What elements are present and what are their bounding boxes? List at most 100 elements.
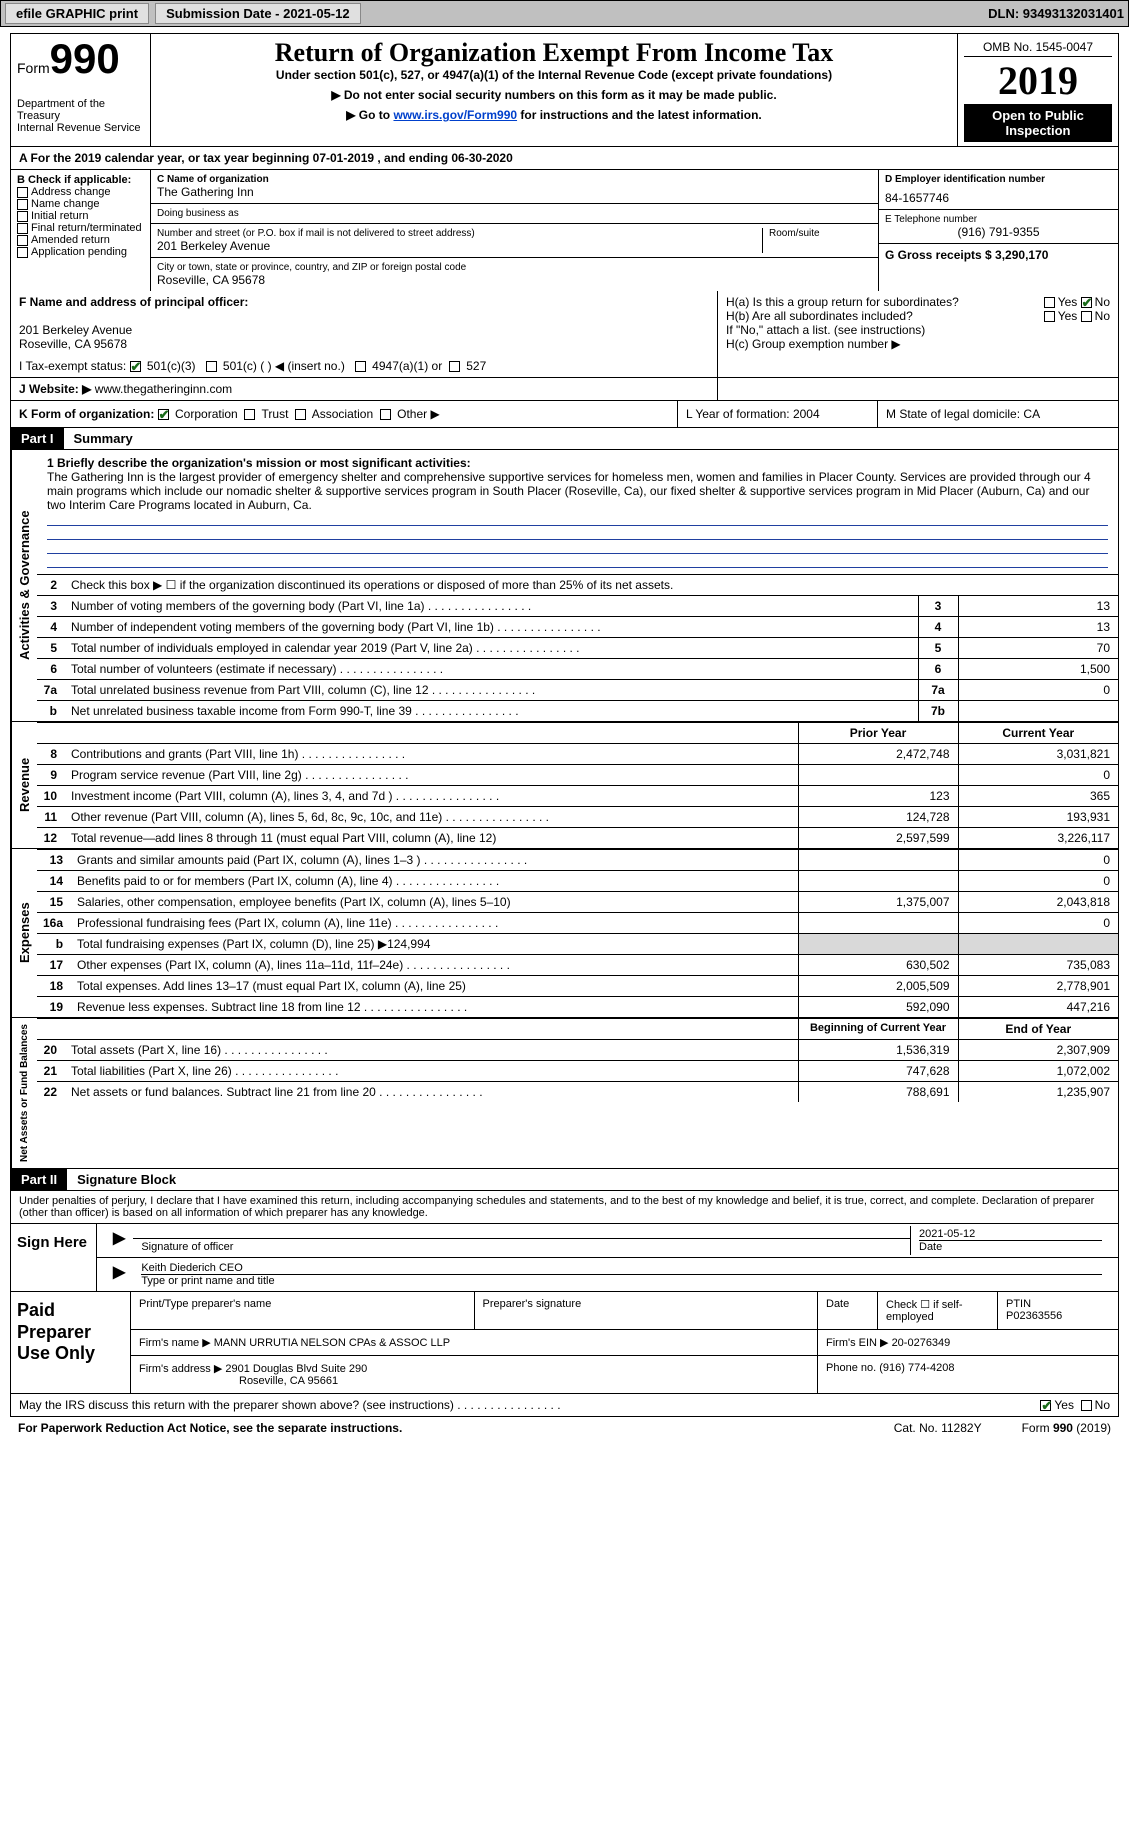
chk-501c3[interactable] (130, 361, 141, 372)
chk-hb-no[interactable] (1081, 311, 1092, 322)
mission-text: The Gathering Inn is the largest provide… (47, 470, 1108, 512)
table-row: 14Benefits paid to or for members (Part … (37, 871, 1118, 892)
city-value: Roseville, CA 95678 (157, 273, 872, 287)
section-revenue: Revenue Prior YearCurrent Year 8Contribu… (10, 722, 1119, 849)
chk-app-pending[interactable] (17, 247, 28, 258)
chk-amended[interactable] (17, 235, 28, 246)
tel-label: E Telephone number (885, 214, 1112, 225)
efile-print-button[interactable]: efile GRAPHIC print (5, 3, 149, 24)
table-row: 16aProfessional fundraising fees (Part I… (37, 913, 1118, 934)
lbl-discuss-yes: Yes (1054, 1398, 1074, 1412)
lbl-527: 527 (466, 359, 486, 373)
city-label: City or town, state or province, country… (157, 262, 872, 273)
paid-preparer-block: Paid Preparer Use Only Print/Type prepar… (11, 1291, 1118, 1393)
chk-527[interactable] (449, 361, 460, 372)
goto-prefix: ▶ Go to (346, 108, 393, 122)
part-2-header: Part II Signature Block (10, 1169, 1119, 1191)
firm-addr2: Roseville, CA 95661 (139, 1375, 809, 1387)
side-net: Net Assets or Fund Balances (11, 1018, 37, 1168)
lbl-4947: 4947(a)(1) or (372, 359, 442, 373)
chk-4947[interactable] (355, 361, 366, 372)
chk-name-change[interactable] (17, 199, 28, 210)
chk-501c[interactable] (206, 361, 217, 372)
box-f-label: F Name and address of principal officer: (19, 295, 248, 309)
form-subtitle-3: ▶ Go to www.irs.gov/Form990 for instruct… (159, 108, 949, 122)
chk-ha-no[interactable] (1081, 297, 1092, 308)
officer-addr1: 201 Berkeley Avenue (19, 323, 709, 337)
hb-label: H(b) Are all subordinates included? (726, 309, 1044, 323)
chk-discuss-no[interactable] (1081, 1400, 1092, 1411)
sig-intro: Under penalties of perjury, I declare th… (11, 1191, 1118, 1223)
chk-ha-yes[interactable] (1044, 297, 1055, 308)
sig-officer-line: Signature of officer (133, 1238, 910, 1255)
sign-here-label: Sign Here (11, 1224, 97, 1291)
table-row: 20Total assets (Part X, line 16)1,536,31… (37, 1040, 1118, 1061)
table-row: 19Revenue less expenses. Subtract line 1… (37, 997, 1118, 1018)
discuss-row: May the IRS discuss this return with the… (11, 1393, 1118, 1416)
gross-receipts: G Gross receipts $ 3,290,170 (885, 248, 1112, 262)
footer-left: For Paperwork Reduction Act Notice, see … (18, 1421, 402, 1435)
officer-addr2: Roseville, CA 95678 (19, 337, 709, 351)
footer-right: Form 990 (2019) (1022, 1421, 1111, 1435)
tel-value: (916) 791-9355 (885, 225, 1112, 239)
irs-link[interactable]: www.irs.gov/Form990 (393, 108, 517, 122)
section-expenses: Expenses 13Grants and similar amounts pa… (10, 849, 1119, 1018)
section-f-h: F Name and address of principal officer:… (10, 291, 1119, 355)
website-value: www.thegatheringinn.com (95, 382, 232, 396)
table-row: 6Total number of volunteers (estimate if… (37, 659, 1118, 680)
exp-table: 13Grants and similar amounts paid (Part … (37, 849, 1118, 1017)
row-j: J Website: ▶ www.thegatheringinn.com (10, 378, 1119, 401)
firm-phone-value: (916) 774-4208 (879, 1362, 954, 1374)
table-row: bNet unrelated business taxable income f… (37, 701, 1118, 722)
section-net-assets: Net Assets or Fund Balances Beginning of… (10, 1018, 1119, 1169)
prep-sig-label: Preparer's signature (475, 1292, 819, 1329)
part-2-tag: Part II (11, 1169, 67, 1190)
rule-line (47, 540, 1108, 554)
lbl-trust: Trust (262, 407, 289, 421)
officer-name-label: Type or print name and title (141, 1274, 1102, 1287)
rule-line (47, 526, 1108, 540)
firm-addr-label: Firm's address ▶ (139, 1363, 222, 1375)
section-b-c-d: B Check if applicable: Address change Na… (10, 170, 1119, 291)
chk-initial-return[interactable] (17, 211, 28, 222)
chk-final-return[interactable] (17, 223, 28, 234)
chk-discuss-yes[interactable] (1040, 1400, 1051, 1411)
line-a: A For the 2019 calendar year, or tax yea… (10, 147, 1119, 170)
row-i: I Tax-exempt status: 501(c)(3) 501(c) ( … (10, 355, 1119, 378)
prep-selfemp-label: Check ☐ if self-employed (878, 1292, 998, 1329)
lbl-501c: 501(c) ( ) ◀ (insert no.) (223, 359, 345, 373)
paid-preparer-label: Paid Preparer Use Only (11, 1292, 131, 1393)
box-h: H(a) Is this a group return for subordin… (718, 291, 1118, 355)
officer-name: Keith Diederich CEO (141, 1262, 1102, 1274)
firm-ein-value: 20-0276349 (892, 1337, 951, 1349)
page-footer: For Paperwork Reduction Act Notice, see … (10, 1417, 1119, 1439)
chk-address-change[interactable] (17, 187, 28, 198)
table-row: bTotal fundraising expenses (Part IX, co… (37, 934, 1118, 955)
form-header: Form990 Department of the Treasury Inter… (10, 33, 1119, 147)
lbl-initial-return: Initial return (31, 210, 88, 222)
lbl-assoc: Association (312, 407, 373, 421)
state-domicile: M State of legal domicile: CA (878, 401, 1118, 427)
tax-year: 2019 (964, 57, 1112, 104)
side-revenue: Revenue (11, 722, 37, 848)
street-label: Number and street (or P.O. box if mail i… (157, 228, 762, 239)
chk-corp[interactable] (158, 409, 169, 420)
table-row: 15Salaries, other compensation, employee… (37, 892, 1118, 913)
chk-hb-yes[interactable] (1044, 311, 1055, 322)
firm-ein-label: Firm's EIN ▶ (826, 1337, 889, 1349)
chk-assoc[interactable] (295, 409, 306, 420)
gov-table: 2Check this box ▶ ☐ if the organization … (37, 574, 1118, 721)
prep-name-label: Print/Type preparer's name (131, 1292, 475, 1329)
rule-line (47, 512, 1108, 526)
chk-other[interactable] (380, 409, 391, 420)
table-row: 3Number of voting members of the governi… (37, 596, 1118, 617)
signature-block: Under penalties of perjury, I declare th… (10, 1191, 1119, 1417)
sign-here-block: Sign Here ▶ Signature of officer 2021-05… (11, 1223, 1118, 1291)
street-value: 201 Berkeley Avenue (157, 239, 762, 253)
rule-line (47, 554, 1108, 568)
chk-trust[interactable] (244, 409, 255, 420)
org-name: The Gathering Inn (157, 185, 872, 199)
lbl-corp: Corporation (175, 407, 238, 421)
submission-date-button[interactable]: Submission Date - 2021-05-12 (155, 3, 361, 24)
row-k: K Form of organization: Corporation Trus… (10, 401, 1119, 428)
